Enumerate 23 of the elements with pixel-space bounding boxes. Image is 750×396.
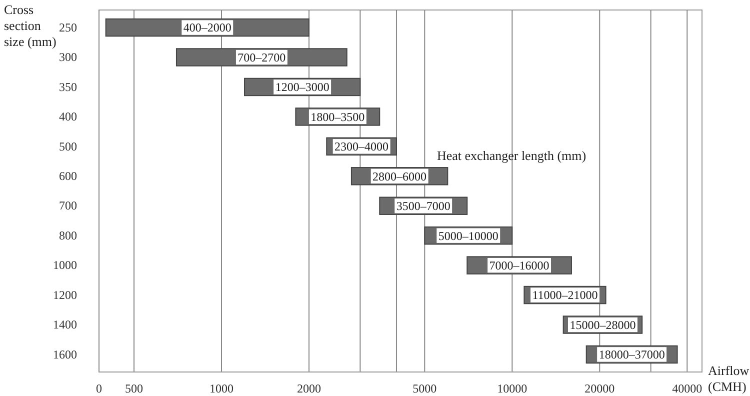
x-tick-label: 20000 xyxy=(584,382,615,396)
y-axis-title: Cross section size (mm) xyxy=(4,2,56,49)
y-tick-label: 250 xyxy=(59,20,77,34)
y-tick-label: 700 xyxy=(59,198,77,213)
x-tick-label: 5000 xyxy=(412,382,437,396)
y-tick-label: 300 xyxy=(59,50,77,64)
y-tick-label: 600 xyxy=(59,168,77,183)
x-tick-label: 1000 xyxy=(209,382,234,396)
x-tick-label: 40000 xyxy=(672,382,702,396)
y-tick-label: 350 xyxy=(59,80,77,94)
y-tick-label: 800 xyxy=(59,228,77,242)
x-tick-label: 2000 xyxy=(296,382,321,396)
y-tick-label: 1000 xyxy=(53,258,77,272)
annotation: Heat exchanger length (mm) xyxy=(437,148,586,163)
x-axis-title: Airflow (CMH) xyxy=(708,363,750,394)
y-tick-label: 1600 xyxy=(53,347,77,362)
y-tick-label: 400 xyxy=(59,110,77,124)
x-tick-label: 0 xyxy=(96,382,102,396)
y-tick-label: 1200 xyxy=(53,288,77,302)
x-tick-label: 500 xyxy=(125,382,143,396)
y-tick-label: 500 xyxy=(59,139,77,154)
y-tick-label: 1400 xyxy=(53,318,77,332)
x-tick-label: 10000 xyxy=(497,382,528,396)
